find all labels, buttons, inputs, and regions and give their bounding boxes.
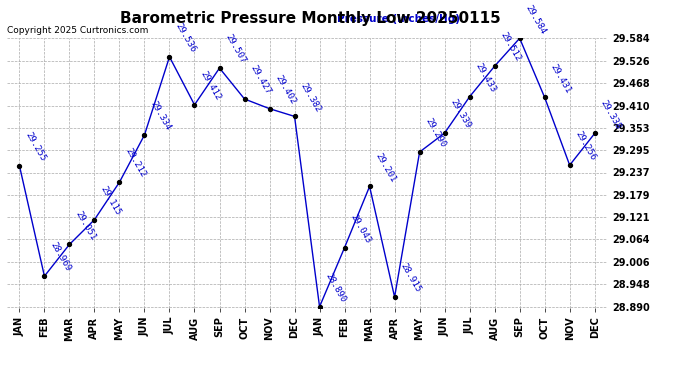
Text: 29.338: 29.338 bbox=[599, 98, 623, 130]
Text: 29.256: 29.256 bbox=[574, 130, 598, 162]
Text: 29.412: 29.412 bbox=[199, 70, 223, 102]
Text: 29.427: 29.427 bbox=[248, 64, 273, 96]
Point bbox=[239, 96, 250, 102]
Text: 29.584: 29.584 bbox=[524, 3, 548, 36]
Point bbox=[314, 304, 325, 310]
Text: 29.507: 29.507 bbox=[224, 33, 248, 65]
Point bbox=[439, 130, 450, 136]
Text: 29.115: 29.115 bbox=[99, 184, 123, 217]
Point bbox=[489, 63, 500, 69]
Point bbox=[564, 162, 575, 168]
Text: 29.536: 29.536 bbox=[174, 22, 197, 54]
Point bbox=[414, 149, 425, 155]
Point bbox=[164, 54, 175, 60]
Point bbox=[514, 35, 525, 41]
Text: 29.212: 29.212 bbox=[124, 147, 148, 179]
Text: 29.051: 29.051 bbox=[74, 209, 97, 242]
Text: 29.402: 29.402 bbox=[274, 74, 297, 106]
Text: Pressure (Inches/Hg): Pressure (Inches/Hg) bbox=[337, 14, 460, 24]
Point bbox=[289, 113, 300, 119]
Text: 29.433: 29.433 bbox=[474, 62, 497, 94]
Text: 29.512: 29.512 bbox=[499, 31, 523, 63]
Text: 28.969: 28.969 bbox=[48, 241, 72, 273]
Text: 29.255: 29.255 bbox=[23, 130, 48, 163]
Text: Barometric Pressure Monthly Low 20250115: Barometric Pressure Monthly Low 20250115 bbox=[120, 11, 501, 26]
Text: 29.290: 29.290 bbox=[424, 117, 448, 149]
Text: 29.382: 29.382 bbox=[299, 81, 323, 114]
Text: 29.201: 29.201 bbox=[374, 151, 397, 184]
Point bbox=[89, 217, 100, 223]
Point bbox=[389, 294, 400, 300]
Point bbox=[114, 179, 125, 185]
Point bbox=[214, 65, 225, 71]
Text: Copyright 2025 Curtronics.com: Copyright 2025 Curtronics.com bbox=[7, 26, 148, 35]
Text: 29.431: 29.431 bbox=[549, 62, 573, 94]
Text: 28.890: 28.890 bbox=[324, 272, 348, 304]
Point bbox=[64, 242, 75, 248]
Point bbox=[264, 106, 275, 112]
Point bbox=[589, 130, 600, 136]
Text: 29.043: 29.043 bbox=[348, 212, 373, 245]
Text: 29.334: 29.334 bbox=[148, 100, 172, 132]
Point bbox=[14, 162, 25, 168]
Text: 28.915: 28.915 bbox=[399, 262, 423, 294]
Point bbox=[539, 94, 550, 100]
Point bbox=[139, 132, 150, 138]
Point bbox=[39, 273, 50, 279]
Point bbox=[464, 94, 475, 100]
Point bbox=[364, 183, 375, 189]
Point bbox=[339, 244, 350, 250]
Text: 29.339: 29.339 bbox=[448, 98, 473, 130]
Point bbox=[189, 102, 200, 108]
